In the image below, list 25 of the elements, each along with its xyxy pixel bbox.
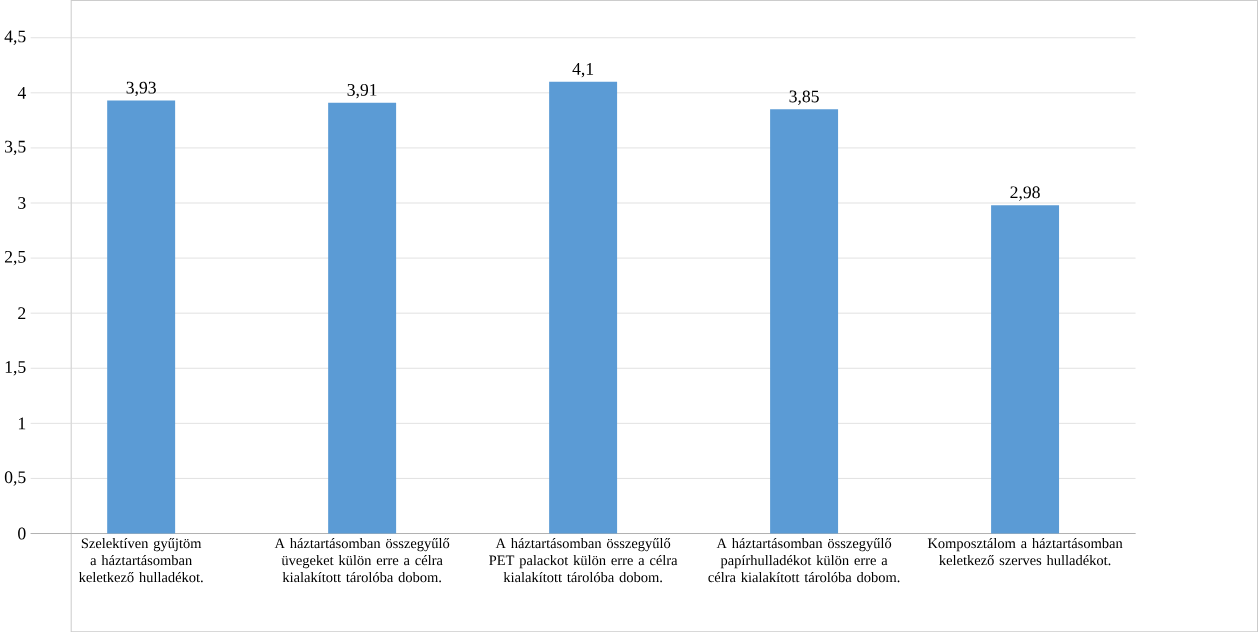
y-tick-label: 4 bbox=[17, 86, 26, 99]
data-label: 3,93 bbox=[126, 81, 156, 96]
x-tick-label: A háztartásomban összegyűlő PET palackot külön erre a célra kialakított tárolóba dobom. bbox=[489, 537, 678, 583]
y-tick-label: 0,5 bbox=[4, 471, 26, 486]
y-tick-label: 2,5 bbox=[4, 250, 26, 266]
data-label: 3,85 bbox=[789, 90, 819, 105]
y-tick-label: 3 bbox=[18, 196, 26, 209]
y-tick-label: 1,5 bbox=[5, 360, 26, 376]
bar bbox=[770, 109, 839, 534]
x-tick-label: Komposztálom a háztartásomban keletkező szerves hulladékot. bbox=[927, 537, 1123, 566]
bar bbox=[549, 81, 618, 534]
data-label: 2,98 bbox=[1010, 186, 1040, 201]
x-tick-label: A háztartásomban összegyűlő üvegeket külön erre a célra kialakított tárolóba dobom. bbox=[274, 537, 450, 583]
bar bbox=[328, 102, 397, 534]
y-tick-label: 4,5 bbox=[4, 30, 26, 45]
bar bbox=[107, 100, 176, 534]
data-label: 4,1 bbox=[572, 62, 594, 78]
y-tick-label: 2 bbox=[18, 307, 26, 319]
y-tick-label: 3,5 bbox=[5, 140, 26, 155]
y-tick-label: 0 bbox=[18, 527, 26, 540]
y-tick-label: 1 bbox=[18, 417, 26, 430]
x-tick-label: Szelektíven gyűjtöm a háztartásomban keletkező hulladékot. bbox=[78, 537, 203, 583]
data-label: 3,91 bbox=[347, 83, 377, 99]
x-tick-label: A háztartásomban összegyűlő papírhulladékot külön erre a célra kialakított tárolóba dobom. bbox=[708, 537, 900, 583]
bar bbox=[991, 205, 1060, 534]
